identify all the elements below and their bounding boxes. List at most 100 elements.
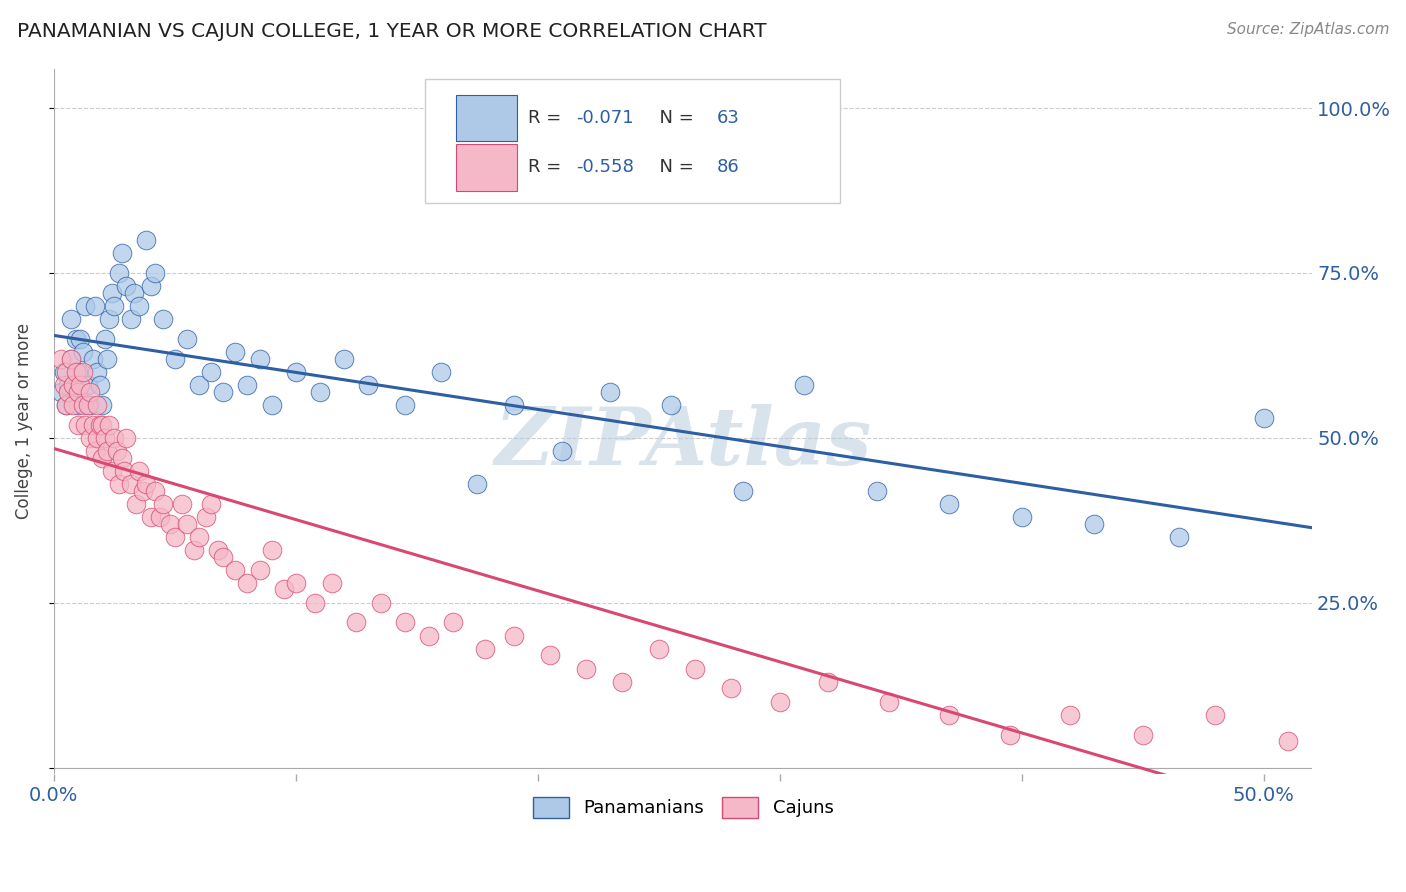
Point <box>394 615 416 630</box>
Point <box>817 674 839 689</box>
Point <box>105 444 128 458</box>
Point <box>733 483 755 498</box>
FancyBboxPatch shape <box>457 144 517 191</box>
Point <box>1059 707 1081 722</box>
Point <box>159 516 181 531</box>
Point <box>163 530 186 544</box>
Point <box>69 378 91 392</box>
FancyBboxPatch shape <box>457 95 517 141</box>
Point <box>152 497 174 511</box>
Point <box>84 299 107 313</box>
Point <box>75 417 97 432</box>
Point <box>59 312 82 326</box>
Point <box>284 575 307 590</box>
Point <box>188 378 211 392</box>
Point <box>394 398 416 412</box>
Point <box>659 398 682 412</box>
Point <box>49 384 72 399</box>
Point <box>120 312 142 326</box>
Point <box>86 431 108 445</box>
Point <box>865 483 887 498</box>
Point <box>304 596 326 610</box>
Point <box>135 477 157 491</box>
Point <box>55 398 77 412</box>
Point <box>65 332 87 346</box>
Point <box>115 279 138 293</box>
Point <box>200 497 222 511</box>
Point <box>76 378 98 392</box>
Point <box>551 444 574 458</box>
Point <box>612 674 634 689</box>
Point <box>465 477 488 491</box>
Point <box>575 662 598 676</box>
Text: PANAMANIAN VS CAJUN COLLEGE, 1 YEAR OR MORE CORRELATION CHART: PANAMANIAN VS CAJUN COLLEGE, 1 YEAR OR M… <box>17 22 766 41</box>
Point <box>1324 695 1347 709</box>
Point <box>93 431 115 445</box>
Point <box>793 378 815 392</box>
Point <box>75 299 97 313</box>
FancyBboxPatch shape <box>425 79 841 202</box>
Point <box>273 582 295 597</box>
Point <box>139 279 162 293</box>
Point <box>49 351 72 366</box>
Point <box>132 483 155 498</box>
Point <box>66 398 89 412</box>
Point <box>82 351 104 366</box>
Point <box>59 351 82 366</box>
Point <box>98 312 121 326</box>
Point <box>103 299 125 313</box>
Point <box>152 312 174 326</box>
Point <box>474 641 496 656</box>
Point <box>212 549 235 564</box>
Point <box>93 332 115 346</box>
Point <box>110 246 132 260</box>
Point <box>769 695 792 709</box>
Point <box>145 483 167 498</box>
Point <box>69 332 91 346</box>
Text: -0.558: -0.558 <box>576 158 634 177</box>
Point <box>96 444 118 458</box>
Point <box>284 365 307 379</box>
Point <box>65 365 87 379</box>
Point <box>441 615 464 630</box>
Point <box>188 530 211 544</box>
Point <box>101 285 124 300</box>
Point <box>249 563 271 577</box>
Point <box>84 444 107 458</box>
Text: Source: ZipAtlas.com: Source: ZipAtlas.com <box>1226 22 1389 37</box>
Point <box>128 299 150 313</box>
Point <box>163 351 186 366</box>
Point <box>321 575 343 590</box>
Point <box>66 384 89 399</box>
Point <box>55 398 77 412</box>
Point <box>72 365 94 379</box>
Point <box>207 542 229 557</box>
Point <box>58 378 80 392</box>
Point <box>62 378 84 392</box>
Point <box>139 510 162 524</box>
Legend: Panamanians, Cajuns: Panamanians, Cajuns <box>526 789 841 825</box>
Text: N =: N = <box>648 109 699 127</box>
Point <box>1253 411 1275 425</box>
Point <box>224 345 246 359</box>
Point <box>683 662 706 676</box>
Point <box>115 431 138 445</box>
Point <box>648 641 671 656</box>
Point <box>86 365 108 379</box>
Point <box>91 398 114 412</box>
Point <box>418 629 440 643</box>
Point <box>183 542 205 557</box>
Text: N =: N = <box>648 158 699 177</box>
Y-axis label: College, 1 year or more: College, 1 year or more <box>15 323 32 519</box>
Point <box>89 378 111 392</box>
Point <box>91 450 114 465</box>
Point <box>599 384 621 399</box>
Point <box>236 378 259 392</box>
Point <box>538 648 561 663</box>
Text: ZIPAtlas: ZIPAtlas <box>495 404 872 482</box>
Point <box>62 378 84 392</box>
Point <box>59 351 82 366</box>
Point <box>62 398 84 412</box>
Point <box>55 365 77 379</box>
Point <box>52 365 75 379</box>
